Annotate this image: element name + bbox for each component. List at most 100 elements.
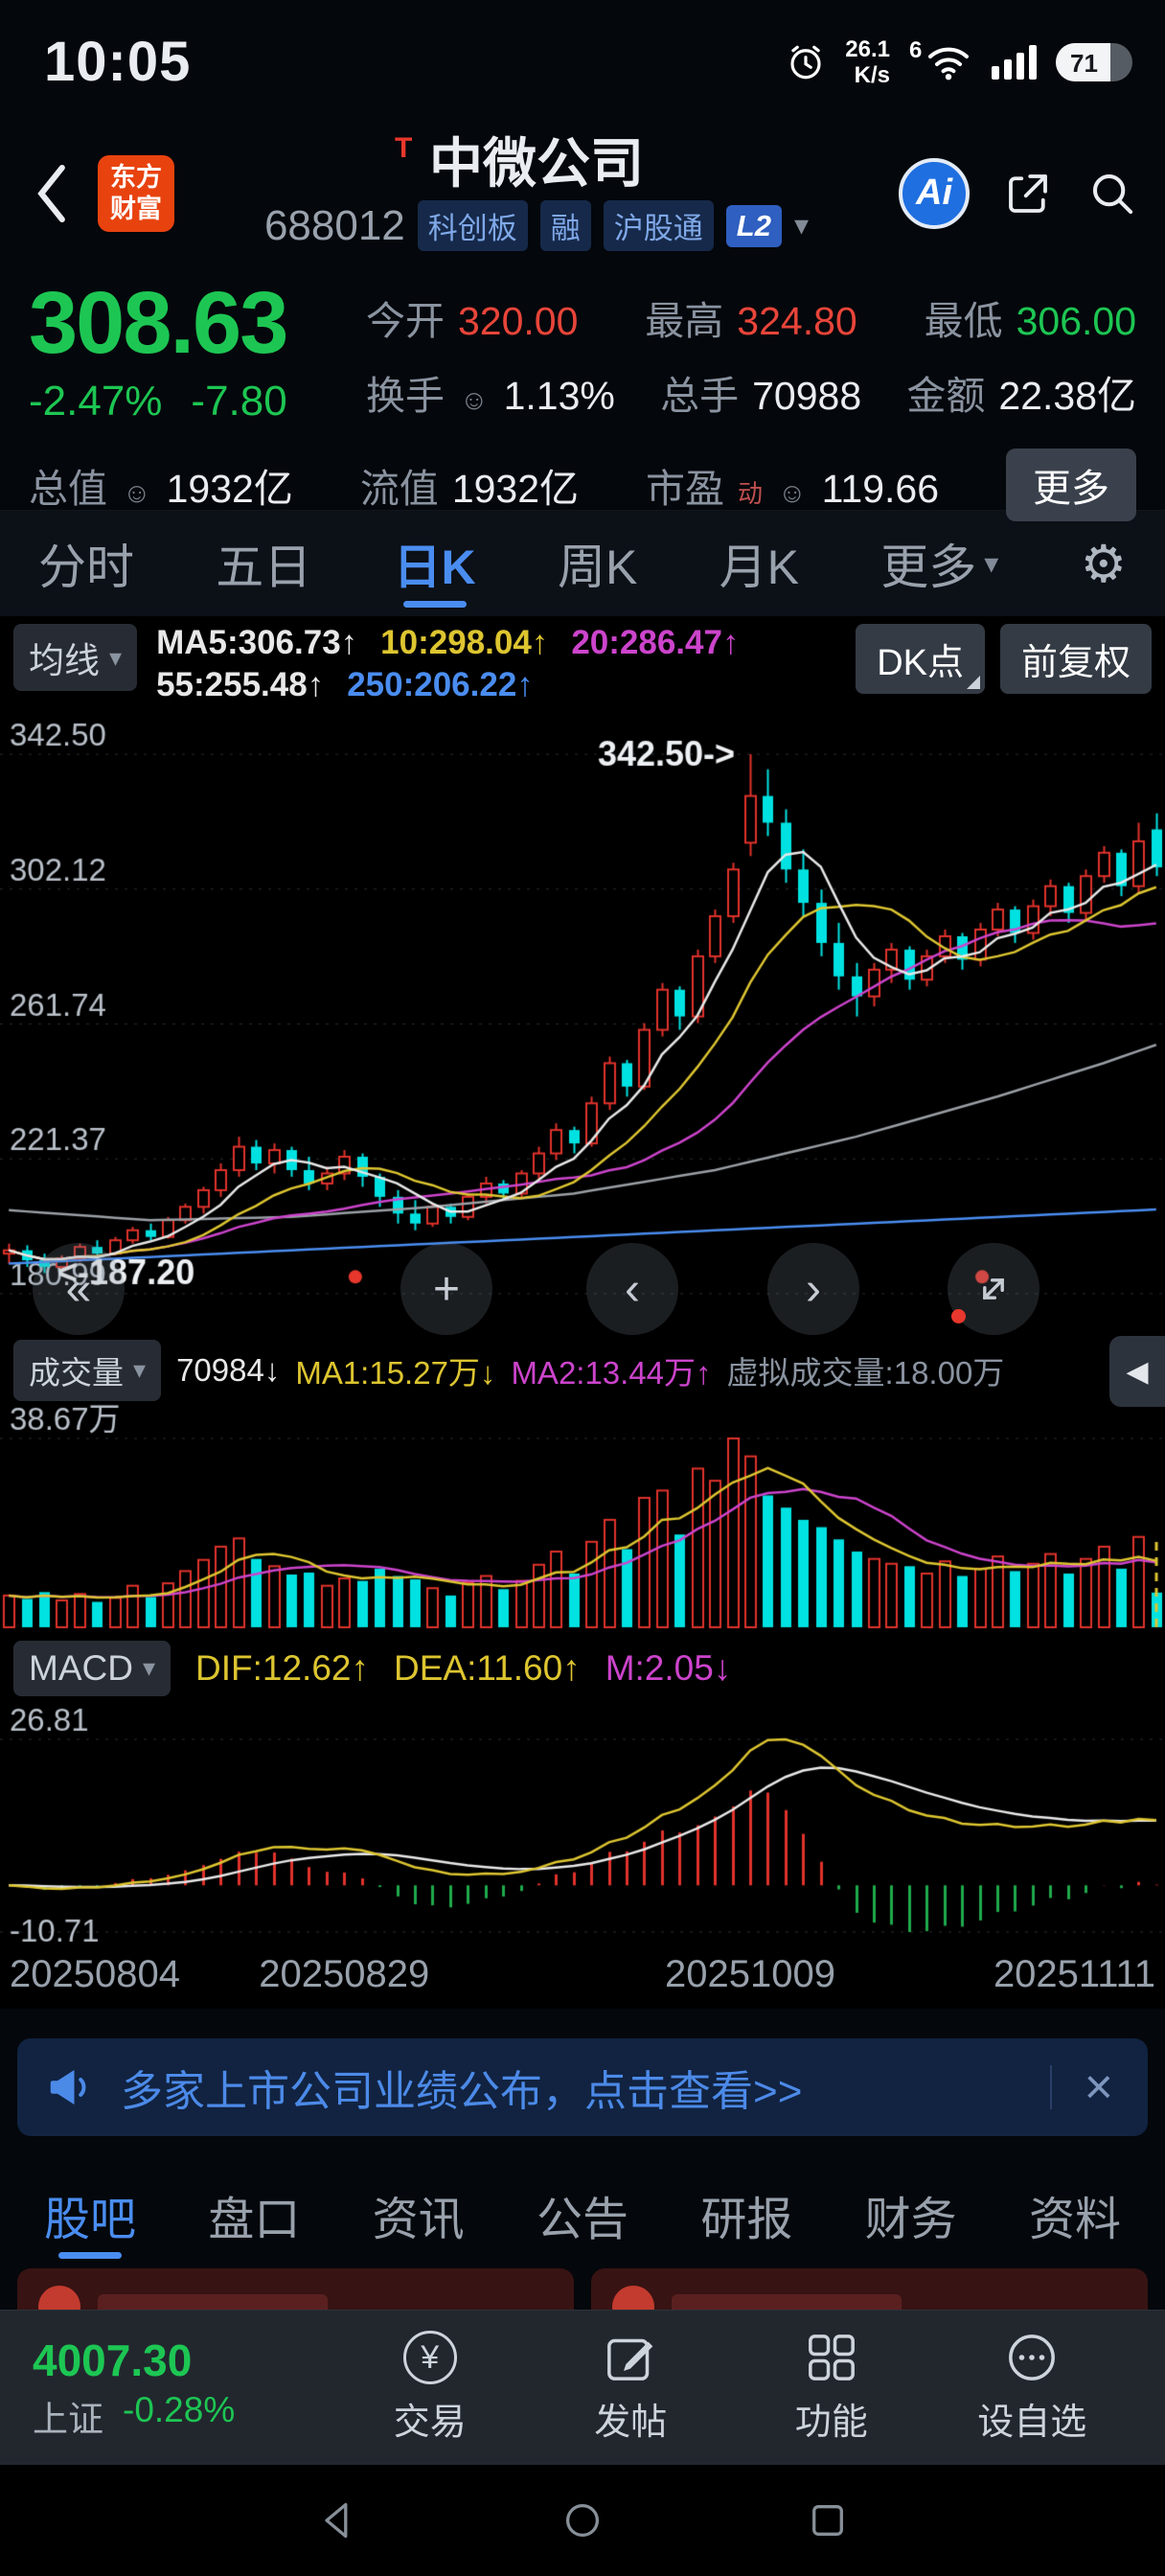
index-quote[interactable]: 4007.30 上证 -0.28% (33, 2334, 330, 2442)
ma250-legend: 250:206.22↑ (347, 666, 534, 703)
tab-order-book[interactable]: 盘口 (208, 2195, 301, 2245)
promo-row (0, 2268, 1165, 2310)
add-watchlist-button[interactable]: 设自选 (932, 2331, 1133, 2445)
stat-pe-ratio: 市盈动 ☺ 119.66 (646, 467, 939, 511)
stat-turnover-rate: 换手 ☺ 1.13% (366, 374, 615, 418)
board-tag: 科创板 (417, 200, 528, 251)
page-title: 中微公司 (429, 133, 644, 194)
news-banner[interactable]: 多家上市公司业绩公布，点击查看>> × (17, 2038, 1148, 2136)
android-back-button[interactable] (316, 2499, 358, 2542)
info-icon[interactable]: ☺ (123, 478, 151, 509)
change-percent: -2.47% (29, 378, 163, 425)
volume-selector-button[interactable]: 成交量 ▾ (13, 1339, 162, 1401)
tab-profile[interactable]: 资料 (1028, 2195, 1121, 2245)
change-value: -7.80 (191, 378, 287, 425)
info-icon[interactable]: ☺ (778, 478, 807, 509)
app-header: 东方 财富 T 中微公司 688012 科创板 融 沪股通 L2 ▾ Ai (0, 124, 1165, 263)
tab-financials[interactable]: 财务 (864, 2195, 957, 2245)
macd-header: MACD ▾ DIF:12.62↑ DEA:11.60↑ M:2.05↓ (0, 1635, 1165, 1701)
volume-canvas[interactable] (0, 1400, 1165, 1635)
back-button[interactable] (27, 158, 77, 229)
tab-daily-k[interactable]: 日K (394, 511, 476, 616)
ma5-legend: MA5:306.73↑ (156, 624, 358, 661)
hot-topic-icon (612, 2286, 654, 2310)
volume-ma2: MA2:13.44万↑ (511, 1354, 712, 1391)
period-tabs: 分时 五日 日K 周K 月K 更多 ▾ ⚙ (0, 510, 1165, 616)
title-tag: T (395, 132, 413, 164)
index-name: 上证 (33, 2399, 103, 2439)
news-banner-text[interactable]: 多家上市公司业绩公布，点击查看>> (121, 2068, 803, 2115)
chevron-down-icon: ▾ (109, 642, 123, 672)
macd-selector-button[interactable]: MACD ▾ (13, 1640, 171, 1696)
trade-button[interactable]: ¥ 交易 (330, 2331, 531, 2445)
connect-tag: 沪股通 (603, 200, 714, 251)
tab-stock-forum[interactable]: 股吧 (44, 2161, 136, 2268)
gear-icon[interactable]: ⚙ (1080, 535, 1127, 593)
tab-minute[interactable]: 分时 (38, 540, 134, 594)
stock-code: 688012 (263, 201, 405, 249)
ai-assistant-button[interactable]: Ai (899, 157, 970, 229)
more-stats-button[interactable]: 更多 (1005, 448, 1136, 521)
promo-card[interactable] (17, 2268, 574, 2310)
tab-5day[interactable]: 五日 (216, 540, 312, 594)
status-bar: 10:05 26.1 K/s 6 71 (0, 0, 1165, 124)
tab-weekly-k[interactable]: 周K (557, 540, 638, 594)
index-value: 4007.30 (33, 2334, 193, 2385)
promo-text-placeholder (672, 2294, 902, 2310)
volume-value: 70984↓ (176, 1351, 281, 1388)
collapse-panel-button[interactable]: ◀ (1109, 1336, 1165, 1407)
tab-more[interactable]: 更多 ▾ (880, 540, 999, 594)
hot-topic-icon (38, 2286, 80, 2310)
battery-indicator: 71 (1056, 42, 1132, 81)
stat-volume: 总手 70988 (660, 374, 862, 418)
chart-prev-button[interactable]: ‹ (586, 1243, 678, 1335)
date-axis-label: 20251009 (665, 1953, 835, 1995)
chevron-down-icon[interactable]: ▾ (793, 210, 810, 242)
eastmoney-logo[interactable]: 东方 财富 (98, 154, 174, 232)
chart-expand-button[interactable] (948, 1243, 1039, 1335)
yen-icon: ¥ (402, 2331, 457, 2384)
android-home-button[interactable] (561, 2499, 604, 2542)
info-icon[interactable]: ☺ (460, 385, 489, 416)
macd-dea: DEA:11.60↑ (394, 1647, 581, 1688)
promo-text-placeholder (98, 2294, 328, 2310)
margin-tag: 融 (539, 200, 591, 251)
tab-monthly-k[interactable]: 月K (719, 540, 799, 594)
stock-subtitle[interactable]: 688012 科创板 融 沪股通 L2 ▾ (264, 200, 809, 251)
section-tabs: 股吧 盘口 资讯 公告 研报 财务 资料 (0, 2161, 1165, 2268)
tab-research[interactable]: 研报 (700, 2195, 793, 2245)
stat-open: 今开 320.00 (366, 299, 579, 343)
divider (1049, 2065, 1052, 2109)
search-icon[interactable] (1086, 168, 1138, 219)
signal-bars-icon (992, 44, 1037, 80)
volume-chart-pane (0, 1400, 1165, 1635)
android-recents-button[interactable] (807, 2499, 849, 2542)
post-button[interactable]: 发帖 (531, 2331, 732, 2445)
chevron-down-icon: ▾ (142, 1653, 156, 1682)
tab-news[interactable]: 资讯 (372, 2195, 465, 2245)
stat-low: 最低 306.00 (924, 299, 1136, 343)
chart-zoom-button[interactable]: + (400, 1243, 492, 1335)
chevron-down-icon: ▾ (133, 1355, 147, 1384)
megaphone-icon (44, 2061, 96, 2113)
dk-point-button[interactable]: DK点 (856, 624, 985, 694)
functions-button[interactable]: 功能 (731, 2331, 932, 2445)
macd-dif: DIF:12.62↑ (195, 1647, 369, 1688)
tab-announcements[interactable]: 公告 (536, 2195, 628, 2245)
android-nav-bar (0, 2465, 1165, 2576)
network-speed: 26.1 K/s (845, 35, 890, 88)
index-change: -0.28% (123, 2389, 236, 2429)
volume-ma1: MA1:15.27万↓ (295, 1354, 496, 1391)
ma-selector-button[interactable]: 均线 ▾ (13, 624, 138, 691)
chart-jump-start-button[interactable]: « (33, 1243, 125, 1335)
chart-next-button[interactable]: › (767, 1243, 859, 1335)
ma20-legend: 20:286.47↑ (571, 624, 740, 661)
macd-canvas[interactable] (0, 1701, 1165, 1947)
grid-icon (805, 2331, 858, 2384)
title-block: T 中微公司 688012 科创板 融 沪股通 L2 ▾ (195, 132, 878, 251)
promo-card[interactable] (591, 2268, 1148, 2310)
kline-canvas[interactable] (0, 710, 1165, 1340)
close-icon[interactable]: × (1084, 2059, 1113, 2115)
forward-adjust-button[interactable]: 前复权 (999, 624, 1152, 694)
share-icon[interactable] (1002, 168, 1054, 219)
